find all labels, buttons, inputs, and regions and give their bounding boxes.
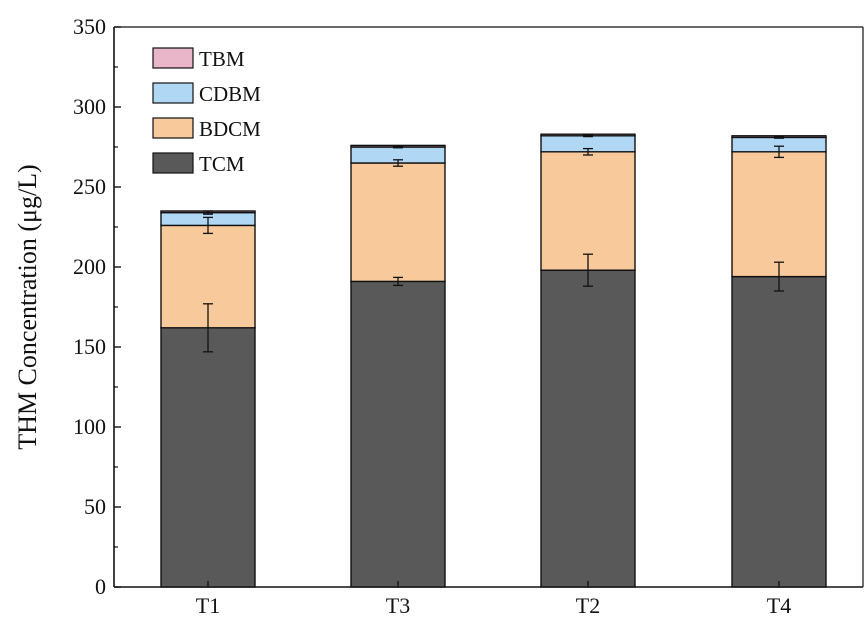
y-tick-label: 300 <box>73 94 106 119</box>
y-tick-label: 100 <box>73 414 106 439</box>
x-category-label: T4 <box>767 593 791 618</box>
y-tick-label: 250 <box>73 174 106 199</box>
bar-segment-bdcm-t2 <box>540 151 636 271</box>
legend-swatch-tbm <box>152 47 194 69</box>
x-category-label: T2 <box>576 593 600 618</box>
bar-segment-tcm-t1 <box>160 327 256 588</box>
bar-segment-tcm-t3 <box>350 280 446 588</box>
bar-segment-tcm-t4 <box>731 275 827 588</box>
legend-label-tbm: TBM <box>199 47 245 71</box>
bar-segment-tcm-t2 <box>540 269 636 588</box>
legend-label-bdcm: BDCM <box>199 117 261 141</box>
legend-swatch-tcm <box>152 152 194 174</box>
legend: TBM CDBM BDCM TCM <box>152 47 261 176</box>
y-tick-label: 350 <box>73 14 106 39</box>
y-axis-label: THM Concentration (μg/L) <box>13 164 42 449</box>
legend-swatch-bdcm <box>152 117 194 139</box>
y-tick-label: 0 <box>95 574 106 599</box>
bar-segment-bdcm-t4 <box>731 151 827 278</box>
y-tick-label: 150 <box>73 334 106 359</box>
y-tick-label: 50 <box>84 494 106 519</box>
legend-label-tcm: TCM <box>199 152 245 176</box>
bar-segment-bdcm-t3 <box>350 162 446 283</box>
y-axis: 0 50 100 150 200 250 300 350 <box>73 14 121 599</box>
legend-label-cdbm: CDBM <box>199 82 261 106</box>
x-category-label: T1 <box>196 593 220 618</box>
legend-swatch-cdbm <box>152 82 194 104</box>
x-axis: T1 T3 T2 T4 <box>196 581 791 618</box>
error-bars <box>203 134 784 353</box>
x-category-label: T3 <box>386 593 410 618</box>
bar-stacks <box>160 133 827 588</box>
y-tick-label: 200 <box>73 254 106 279</box>
